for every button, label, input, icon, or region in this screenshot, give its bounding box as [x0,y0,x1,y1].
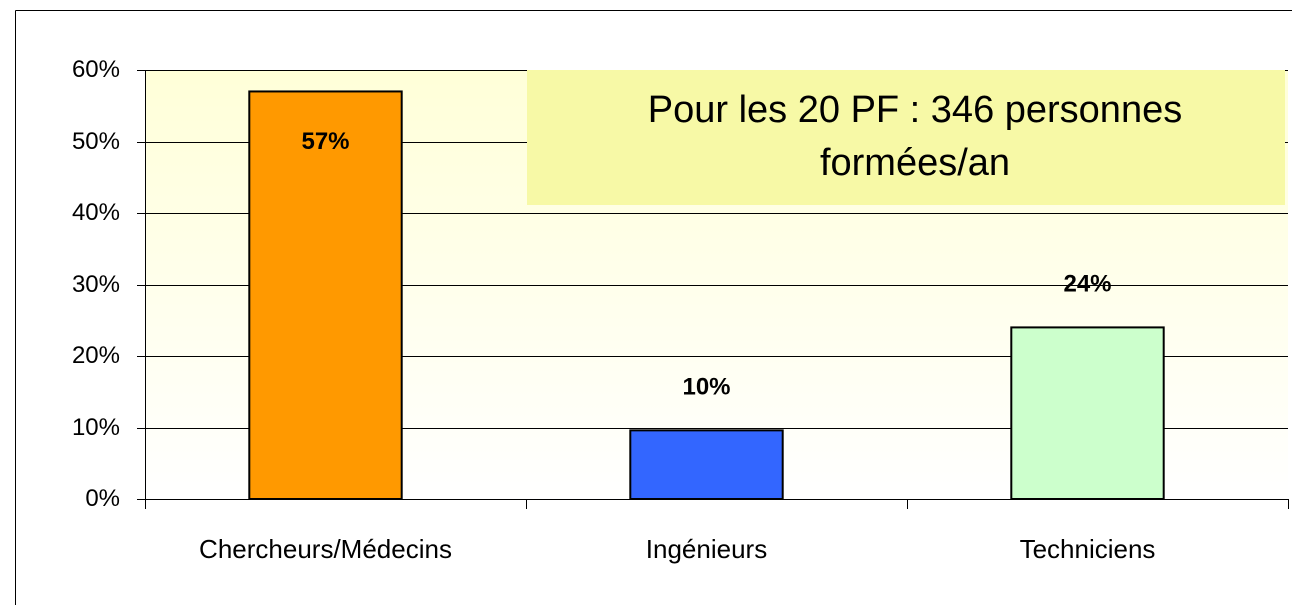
value-label: 24% [1063,271,1111,298]
x-tick-label: Chercheurs/Médecins [199,534,452,564]
y-tick-label: 20% [72,342,120,369]
y-tick-label: 60% [72,56,120,83]
annotation-box [527,70,1285,205]
bar [248,90,403,500]
value-label: 10% [682,374,730,401]
bar [1010,326,1165,500]
bar [629,429,784,500]
annotation: formées/an [820,142,1010,184]
y-tick-label: 0% [85,485,120,512]
annotation: Pour les 20 PF : 346 personnes [648,89,1182,131]
y-tick-label: 30% [72,271,120,298]
y-tick-label: 50% [72,128,120,155]
y-tick-label: 40% [72,199,120,226]
value-label: 57% [301,128,349,155]
x-tick-label: Ingénieurs [646,534,767,564]
x-tick-label: Techniciens [1020,534,1156,564]
y-tick-label: 10% [72,414,120,441]
